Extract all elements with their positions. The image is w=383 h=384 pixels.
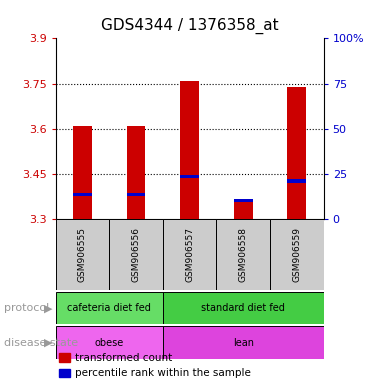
Bar: [287, 179, 306, 183]
Text: GSM906556: GSM906556: [131, 227, 141, 282]
Text: standard diet fed: standard diet fed: [201, 303, 285, 313]
FancyBboxPatch shape: [216, 219, 270, 290]
Bar: [73, 193, 92, 196]
Text: GSM906559: GSM906559: [292, 227, 301, 282]
Bar: [126, 126, 146, 219]
FancyBboxPatch shape: [163, 326, 324, 359]
Text: cafeteria diet fed: cafeteria diet fed: [67, 303, 151, 313]
Text: protocol: protocol: [4, 303, 49, 313]
Text: obese: obese: [95, 338, 124, 348]
Text: GSM906557: GSM906557: [185, 227, 194, 282]
Bar: [73, 126, 92, 219]
Bar: [180, 81, 199, 219]
Title: GDS4344 / 1376358_at: GDS4344 / 1376358_at: [101, 18, 278, 34]
FancyBboxPatch shape: [163, 219, 216, 290]
Text: ▶: ▶: [44, 303, 52, 313]
FancyBboxPatch shape: [56, 219, 109, 290]
FancyBboxPatch shape: [56, 326, 163, 359]
Text: GSM906555: GSM906555: [78, 227, 87, 282]
Bar: [180, 175, 199, 178]
Text: lean: lean: [233, 338, 254, 348]
Text: ▶: ▶: [44, 338, 52, 348]
FancyBboxPatch shape: [163, 292, 324, 324]
FancyBboxPatch shape: [109, 219, 163, 290]
Bar: [234, 199, 253, 219]
Bar: [287, 86, 306, 219]
Bar: [234, 199, 253, 202]
Text: disease state: disease state: [4, 338, 78, 348]
Text: GSM906558: GSM906558: [239, 227, 248, 282]
FancyBboxPatch shape: [270, 219, 324, 290]
Legend: transformed count, percentile rank within the sample: transformed count, percentile rank withi…: [55, 349, 255, 382]
Bar: [126, 193, 146, 196]
FancyBboxPatch shape: [56, 292, 163, 324]
